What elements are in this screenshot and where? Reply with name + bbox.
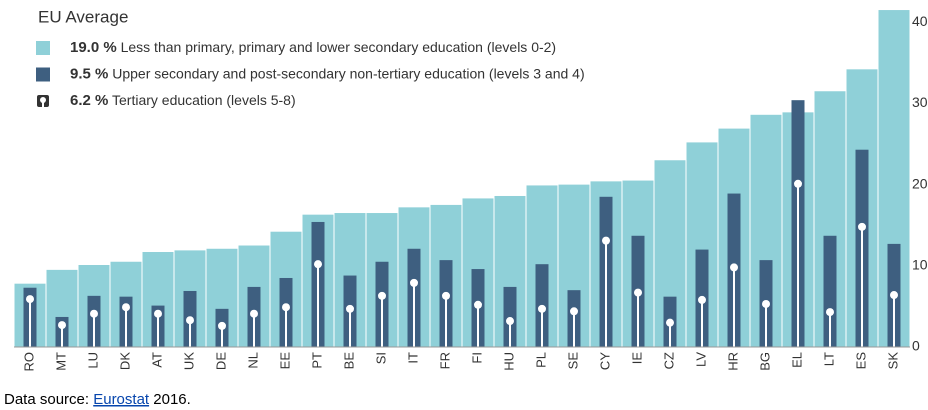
tertiary-dot [442, 291, 450, 300]
x-tick-label: IE [629, 352, 644, 365]
y-tick-label: 30 [912, 94, 928, 110]
tertiary-dot [250, 309, 258, 318]
x-tick-label: SK [885, 352, 900, 370]
legend-swatch [36, 41, 50, 55]
tertiary-dot [826, 308, 834, 317]
x-tick-label: PL [533, 352, 548, 368]
tertiary-dot [666, 318, 674, 327]
x-tick-label: EL [789, 352, 804, 368]
tertiary-dot [26, 295, 34, 304]
x-tick-label: HU [501, 352, 516, 371]
x-tick-label: DE [213, 352, 228, 370]
tertiary-dot [346, 304, 354, 313]
legend-entry: 9.5 % Upper secondary and post-secondary… [70, 65, 585, 82]
tertiary-dot [890, 291, 898, 300]
x-tick-label: CZ [661, 352, 676, 369]
x-tick-label: IT [405, 352, 420, 364]
legend-entry: 19.0 % Less than primary, primary and lo… [70, 39, 556, 56]
tertiary-dot [698, 295, 706, 304]
x-tick-label: AT [149, 352, 164, 368]
x-tick-label: HR [725, 352, 740, 371]
legend-label: Tertiary education (levels 5-8) [112, 92, 296, 108]
y-tick-label: 10 [912, 257, 928, 273]
y-tick-label: 0 [912, 338, 920, 354]
legend-stem [42, 100, 44, 107]
x-tick-label: ES [853, 352, 868, 370]
y-tick-label: 20 [912, 175, 928, 191]
tertiary-dot [186, 316, 194, 325]
x-tick-label: BE [341, 352, 356, 370]
tertiary-dot [858, 222, 866, 231]
x-tick-label: CY [597, 352, 612, 370]
tertiary-dot [730, 263, 738, 272]
tertiary-dot [218, 321, 226, 330]
bar-upper-secondary [503, 286, 517, 347]
x-tick-label: MT [53, 352, 68, 371]
legend-value: 9.5 % [70, 65, 108, 82]
source: Data source: Eurostat 2016. [4, 391, 191, 408]
legend-title: EU Average [38, 7, 128, 26]
tertiary-dot [570, 307, 578, 316]
x-tick-label: RO [21, 352, 36, 372]
legend-label: Upper secondary and post-secondary non-t… [112, 65, 584, 81]
x-tick-label: NL [245, 352, 260, 369]
tertiary-dot [282, 303, 290, 312]
x-tick-label: LT [821, 352, 836, 366]
bar-upper-secondary [823, 235, 837, 347]
legend-value: 19.0 % [70, 39, 117, 56]
tertiary-dot [58, 321, 66, 330]
tertiary-dot [506, 317, 514, 326]
x-tick-label: EE [277, 352, 292, 370]
x-tick-label: BG [757, 352, 772, 371]
tertiary-dot [538, 304, 546, 313]
x-tick-label: LU [85, 352, 100, 369]
legend-value: 6.2 % [70, 92, 108, 109]
tertiary-dot [154, 309, 162, 318]
x-tick-label: UK [181, 352, 196, 370]
tertiary-dot [410, 278, 418, 287]
source-suffix: 2016. [153, 391, 191, 408]
tertiary-dot [90, 309, 98, 318]
tertiary-dot [474, 300, 482, 309]
tertiary-dot [314, 260, 322, 269]
tertiary-dot [762, 299, 770, 308]
tertiary-dot [378, 291, 386, 300]
source-link[interactable]: Eurostat [93, 391, 150, 408]
tertiary-dot [602, 236, 610, 245]
tertiary-dot [794, 179, 802, 188]
x-tick-label: LV [693, 352, 708, 367]
x-tick-label: PT [309, 352, 324, 369]
x-tick-label: DK [117, 352, 132, 370]
legend-entry: 6.2 % Tertiary education (levels 5-8) [70, 92, 296, 109]
y-tick-label: 40 [912, 13, 928, 29]
tertiary-dot [634, 288, 642, 297]
x-tick-label: FI [469, 352, 484, 364]
x-tick-label: FR [437, 352, 452, 369]
legend-label: Less than primary, primary and lower sec… [121, 39, 557, 55]
legend-swatch [36, 67, 50, 82]
tertiary-dot [122, 303, 130, 312]
source-prefix: Data source: [4, 391, 89, 408]
x-tick-label: SI [373, 352, 388, 364]
x-tick-label: SE [565, 352, 580, 370]
